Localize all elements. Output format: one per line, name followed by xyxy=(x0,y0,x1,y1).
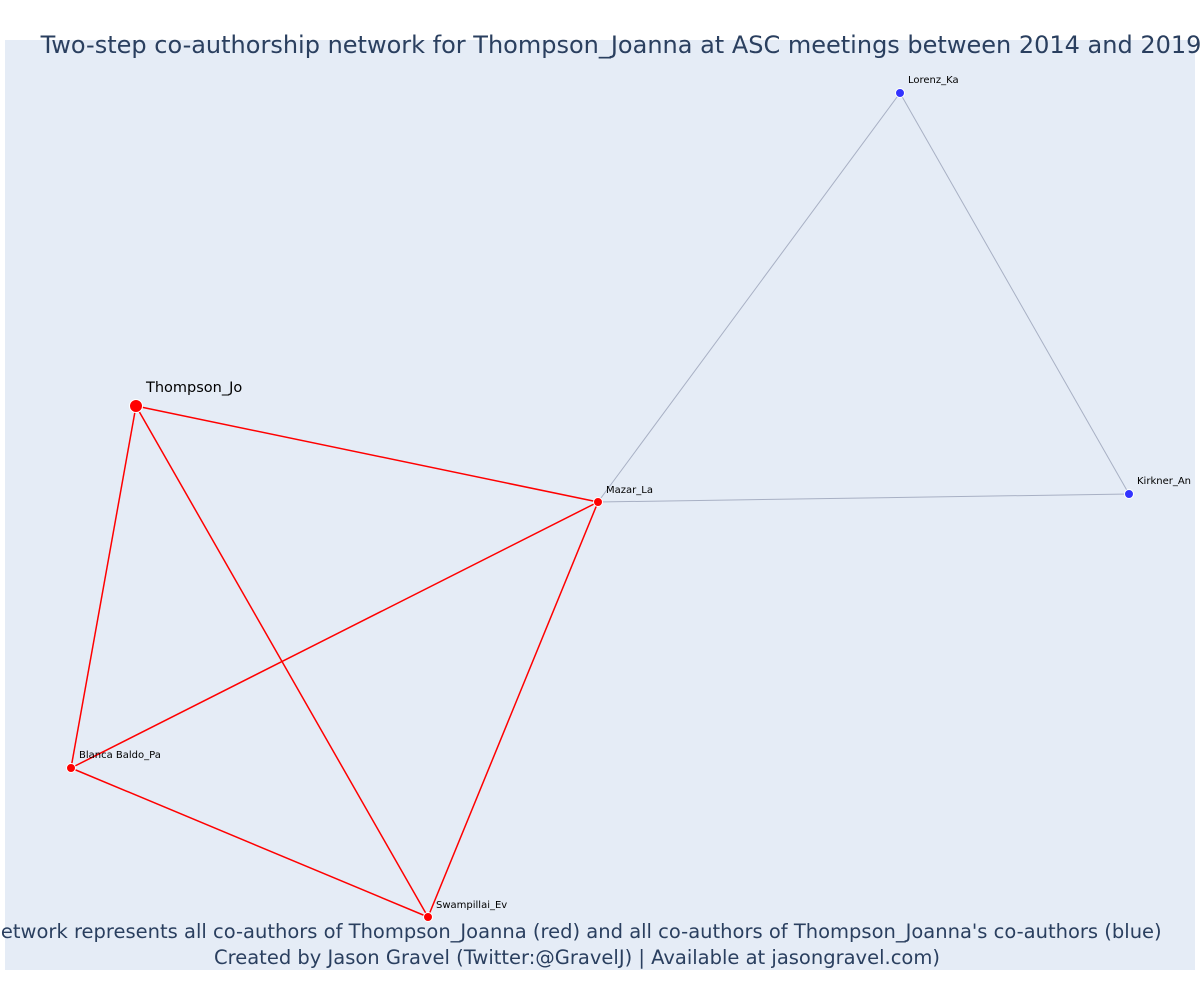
edge-mazar-kirkner xyxy=(597,493,1130,503)
node-lorenz[interactable] xyxy=(895,88,905,98)
node-label-swampillai: Swampillai_Ev xyxy=(436,900,507,911)
edge-thompson-mazar xyxy=(135,405,599,503)
edge-lorenz-kirkner xyxy=(899,92,1130,495)
footer-caption-line2: Created by Jason Gravel (Twitter:@Gravel… xyxy=(214,946,940,969)
node-thompson[interactable] xyxy=(129,399,143,413)
node-label-lorenz: Lorenz_Ka xyxy=(908,75,959,86)
chart-title: Two-step co-authorship network for Thomp… xyxy=(40,31,1200,59)
node-label-kirkner: Kirkner_An xyxy=(1137,476,1191,487)
node-label-blanca: Blanca Baldo_Pa xyxy=(79,750,161,761)
edge-thompson-blanca xyxy=(70,405,137,769)
node-blanca[interactable] xyxy=(66,763,76,773)
node-kirkner[interactable] xyxy=(1124,489,1134,499)
edge-blanca-swampillai xyxy=(70,767,429,918)
footer-caption-line1: Network represents all co-authors of Tho… xyxy=(0,920,1162,943)
edges-layer xyxy=(70,92,1130,918)
labels-layer: Thompson_Jo Mazar_La Blanca Baldo_Pa Swampi… xyxy=(79,75,1191,911)
node-label-thompson: Thompson_Jo xyxy=(145,380,242,396)
node-mazar[interactable] xyxy=(593,497,603,507)
node-label-mazar: Mazar_La xyxy=(606,485,653,496)
edge-mazar-swampillai xyxy=(427,501,599,918)
node-swampillai[interactable] xyxy=(423,912,433,922)
nodes-layer xyxy=(66,88,1134,922)
edge-mazar-lorenz xyxy=(597,92,901,503)
edge-mazar-blanca xyxy=(70,501,599,769)
